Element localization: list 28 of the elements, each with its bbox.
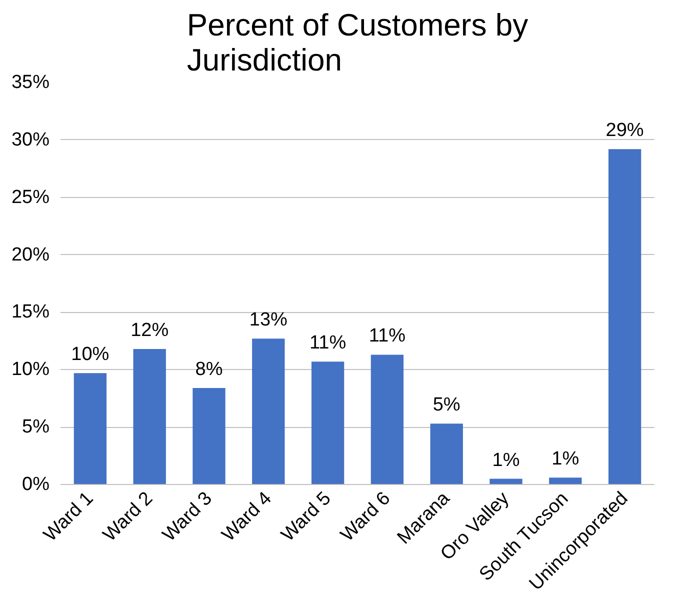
data-label: 8%	[195, 359, 223, 380]
data-label: 1%	[492, 450, 520, 471]
data-label: 13%	[249, 310, 288, 331]
y-tick-label: 5%	[22, 416, 50, 438]
y-tick-label: 25%	[11, 186, 50, 208]
bar	[192, 388, 226, 484]
chart-title: Percent of Customers by Jurisdiction	[186, 8, 529, 78]
y-tick-label: 0%	[22, 474, 50, 495]
bar	[311, 362, 344, 484]
bar	[370, 354, 404, 484]
data-label: 12%	[130, 320, 169, 341]
y-tick-label: 15%	[11, 302, 50, 323]
bar	[74, 373, 107, 484]
bar	[430, 424, 463, 484]
data-label: 11%	[368, 326, 406, 347]
bar	[133, 348, 166, 484]
data-label: 10%	[71, 344, 110, 366]
bar	[549, 478, 582, 484]
data-label: 1%	[552, 448, 580, 470]
y-tick-label: 30%	[11, 129, 50, 150]
y-tick-label: 10%	[11, 359, 50, 380]
y-tick-label: 35%	[11, 72, 50, 93]
data-label: 5%	[432, 394, 460, 416]
data-label: 29%	[606, 120, 644, 142]
y-tick-label: 20%	[11, 244, 50, 266]
bar	[252, 338, 285, 484]
bar	[608, 149, 642, 484]
data-label: 11%	[309, 332, 346, 354]
